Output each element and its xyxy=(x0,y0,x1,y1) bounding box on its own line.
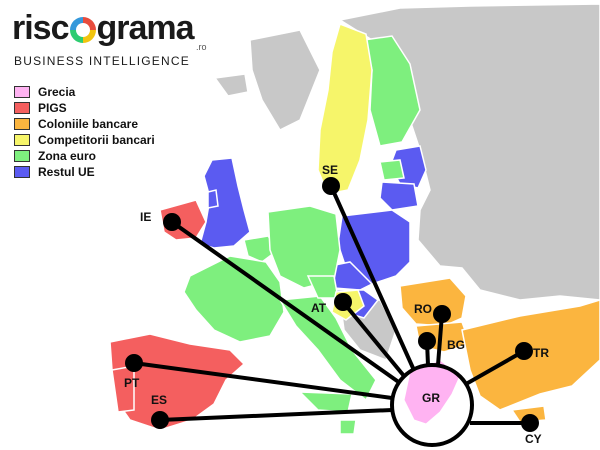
marker-label-ro: RO xyxy=(414,302,432,316)
legend-swatch xyxy=(14,166,30,178)
connector-line-tr xyxy=(465,349,525,386)
legend-label: Competitorii bancari xyxy=(38,133,155,147)
logo-word-end: grama xyxy=(96,9,195,47)
hub-circle xyxy=(390,363,474,447)
connector-line-ie xyxy=(170,220,402,385)
legend-swatch xyxy=(14,118,30,130)
hub-label: GR xyxy=(422,391,440,405)
legend-label: Restul UE xyxy=(38,165,95,179)
marker-label-es: ES xyxy=(151,393,167,407)
legend-item-coloniile-bancare: Coloniile bancare xyxy=(14,116,194,132)
legend-swatch xyxy=(14,150,30,162)
marker-dot-ro xyxy=(433,305,451,323)
marker-label-cy: CY xyxy=(525,432,542,446)
marker-dot-bg xyxy=(418,332,436,350)
marker-layer: SE IE AT RO BG TR PT ES CY xyxy=(124,163,549,446)
marker-dot-at xyxy=(334,293,352,311)
region-pigs xyxy=(109,199,246,431)
logo-suffix: .ro xyxy=(196,42,207,52)
connector-line-se xyxy=(329,185,415,369)
marker-label-pt: PT xyxy=(124,376,140,390)
legend-item-zona-euro: Zona euro xyxy=(14,148,194,164)
marker-dot-pt xyxy=(125,354,143,372)
marker-label-ie: IE xyxy=(140,210,151,224)
legend-label: Coloniile bancare xyxy=(38,117,139,131)
region-grecia xyxy=(403,359,461,425)
legend-item-pigs: PIGS xyxy=(14,100,194,116)
region-zona-euro xyxy=(183,35,421,435)
marker-label-bg: BG xyxy=(447,338,465,352)
marker-dot-es xyxy=(151,411,169,429)
connector-line-es xyxy=(159,408,393,422)
connector-layer xyxy=(133,185,530,425)
connector-line-at xyxy=(341,300,406,378)
legend-item-competitorii-bancari: Competitorii bancari xyxy=(14,132,194,148)
legend: Grecia PIGS Coloniile bancare Competitor… xyxy=(14,84,194,180)
marker-dot-ie xyxy=(163,213,181,231)
marker-label-tr: TR xyxy=(533,346,549,360)
legend-swatch xyxy=(14,86,30,98)
connector-line-pt xyxy=(133,361,393,400)
logo: risc grama .ro BUSINESS INTELLIGENCE xyxy=(12,8,222,68)
logo-word-start: risc xyxy=(12,9,69,47)
legend-item-restul-ue: Restul UE xyxy=(14,164,194,180)
legend-label: Grecia xyxy=(38,85,76,99)
legend-item-grecia: Grecia xyxy=(14,84,194,100)
legend-label: Zona euro xyxy=(38,149,97,163)
logo-tagline: BUSINESS INTELLIGENCE xyxy=(14,54,190,68)
logo-wordmark: risc grama xyxy=(12,8,195,48)
marker-dot-tr xyxy=(515,342,533,360)
legend-swatch xyxy=(14,134,30,146)
logo-ring-icon xyxy=(69,17,96,43)
marker-label-se: SE xyxy=(322,163,338,177)
marker-dot-cy xyxy=(521,414,539,432)
legend-label: PIGS xyxy=(38,101,67,115)
legend-swatch xyxy=(14,102,30,114)
marker-dot-se xyxy=(322,177,340,195)
marker-label-at: AT xyxy=(311,301,327,315)
